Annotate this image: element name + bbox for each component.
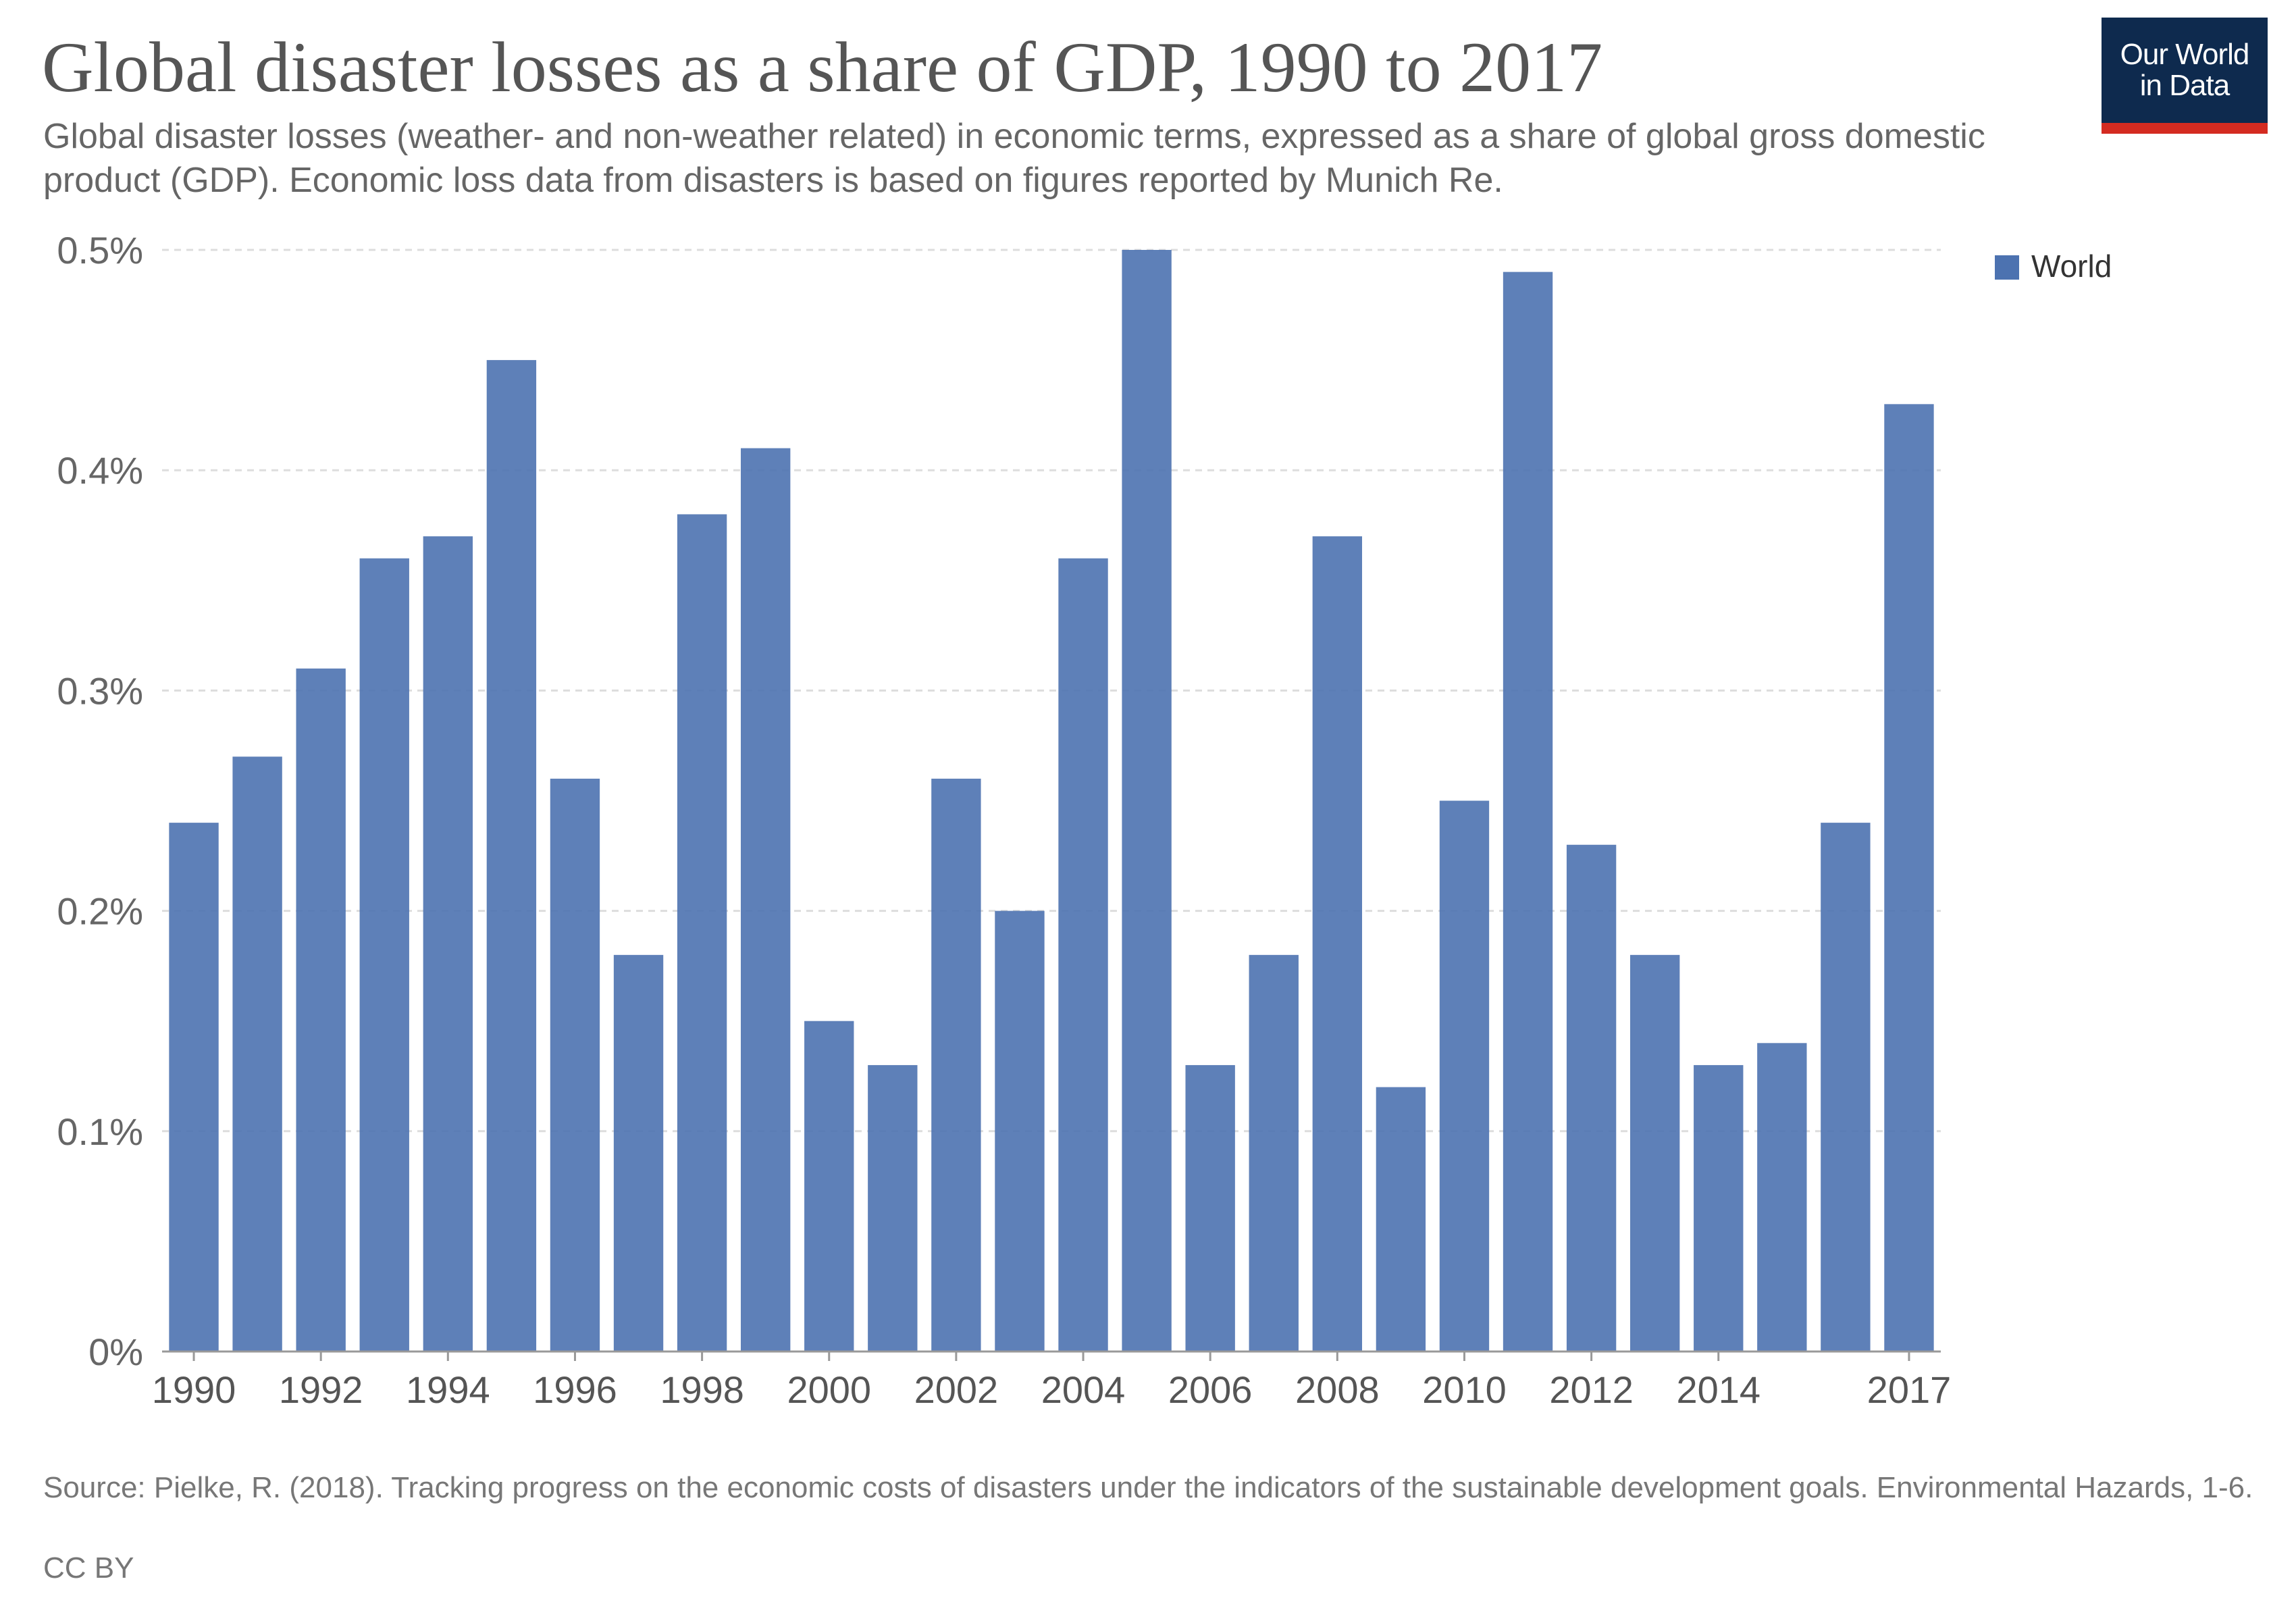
y-tick-label: 0.3%	[57, 669, 143, 712]
license-note: CC BY	[43, 1551, 134, 1585]
bar-2010[interactable]	[1439, 800, 1490, 1352]
bar-1995[interactable]	[486, 360, 537, 1352]
x-tick-label: 1996	[533, 1368, 617, 1411]
bar-1994[interactable]	[423, 536, 473, 1352]
bar-2004[interactable]	[1058, 558, 1108, 1352]
y-tick-label: 0%	[88, 1331, 143, 1373]
bar-1992[interactable]	[296, 668, 346, 1352]
x-tick-label: 1990	[152, 1368, 236, 1411]
y-tick-label: 0.2%	[57, 890, 143, 933]
bar-1993[interactable]	[359, 558, 409, 1352]
bar-2003[interactable]	[995, 910, 1045, 1352]
bar-2009[interactable]	[1376, 1087, 1426, 1352]
chart-subtitle: Global disaster losses (weather- and non…	[43, 117, 1985, 200]
bar-2012[interactable]	[1566, 844, 1617, 1352]
bar-1997[interactable]	[613, 954, 664, 1352]
chart-title: Global disaster losses as a share of GDP…	[42, 28, 1603, 107]
x-tick-label: 2004	[1041, 1368, 1126, 1411]
bar-2006[interactable]	[1185, 1064, 1235, 1352]
bar-2008[interactable]	[1312, 536, 1363, 1352]
bars	[169, 250, 1934, 1352]
x-tick-label: 2000	[787, 1368, 871, 1411]
legend-label-world: World	[2031, 249, 2112, 284]
bar-1998[interactable]	[677, 514, 727, 1352]
bar-2017[interactable]	[1884, 404, 1934, 1352]
bar-2013[interactable]	[1629, 954, 1680, 1352]
logo-line-1: Our World	[2120, 37, 2250, 71]
owid-logo[interactable]: Our World in Data	[2102, 18, 2268, 134]
y-axis-ticks: 0% 0.1% 0.2% 0.3% 0.4% 0.5%	[57, 229, 143, 1373]
x-tick-label: 2010	[1422, 1368, 1507, 1411]
bar-1990[interactable]	[169, 823, 219, 1352]
bar-2001[interactable]	[868, 1064, 918, 1352]
x-tick-label: 2006	[1168, 1368, 1253, 1411]
x-tick-label: 1992	[279, 1368, 363, 1411]
bar-1996[interactable]	[550, 778, 600, 1352]
y-tick-label: 0.5%	[57, 229, 143, 272]
bar-2005[interactable]	[1122, 250, 1172, 1352]
y-tick-label: 0.4%	[57, 449, 143, 492]
x-tick-label: 2014	[1676, 1368, 1760, 1411]
bar-2016[interactable]	[1821, 823, 1871, 1352]
bar-2002[interactable]	[931, 778, 981, 1352]
x-tick-label: 2012	[1549, 1368, 1634, 1411]
legend[interactable]: World	[1995, 249, 2112, 284]
x-tick-label: 2017	[1867, 1368, 1952, 1411]
bar-2007[interactable]	[1249, 954, 1299, 1352]
bar-2014[interactable]	[1694, 1064, 1744, 1352]
legend-swatch-world	[1995, 255, 2019, 280]
x-axis: 1990 1992 1994 1996 1998 2000 2002 2004 2006 2008…	[152, 1350, 1952, 1411]
bar-2000[interactable]	[804, 1021, 854, 1352]
x-tick-label: 2008	[1295, 1368, 1380, 1411]
bar-1999[interactable]	[740, 448, 791, 1352]
y-tick-label: 0.1%	[57, 1110, 143, 1153]
bar-1991[interactable]	[232, 756, 282, 1352]
bar-2011[interactable]	[1503, 272, 1553, 1352]
source-note: Source: Pielke, R. (2018). Tracking prog…	[43, 1471, 2253, 1504]
bar-2015[interactable]	[1757, 1043, 1807, 1352]
x-tick-label: 1994	[406, 1368, 490, 1411]
logo-line-2: in Data	[2139, 69, 2230, 102]
x-tick-label: 2002	[914, 1368, 999, 1411]
x-tick-label: 1998	[660, 1368, 744, 1411]
